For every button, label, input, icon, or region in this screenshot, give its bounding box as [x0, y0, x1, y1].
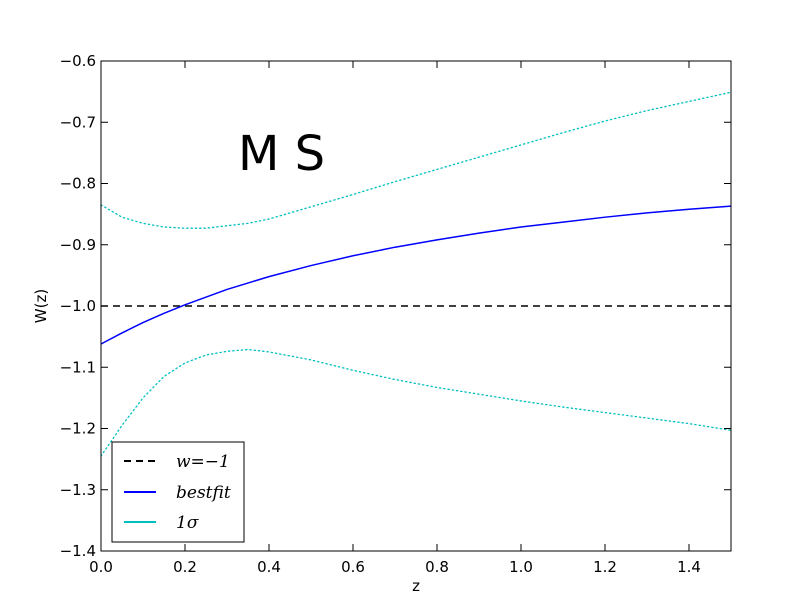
x-tick-label: 0.6 [341, 558, 365, 576]
series-line-3 [100, 348, 732, 457]
y-tick-label: −1.1 [60, 358, 96, 376]
legend-entry-sigma: 1σ [124, 513, 199, 533]
legend-label-bestfit: bestfit [176, 483, 231, 503]
x-tick-label: 0.8 [425, 558, 449, 576]
x-tick-label: 1.4 [677, 558, 701, 576]
plot-frame [100, 60, 732, 552]
y-tick-label: −0.7 [60, 113, 96, 131]
y-tick-label: −1.4 [60, 542, 96, 560]
legend-entry-dashed: w=−1 [124, 452, 230, 472]
x-axis-label: z [412, 577, 420, 595]
series-layer [100, 91, 732, 457]
chart-annotation: M S [238, 126, 325, 182]
x-tick-label: 0.4 [257, 558, 281, 576]
series-line-1 [100, 205, 732, 345]
series-line-2 [100, 91, 732, 229]
y-tick-label: −1.3 [60, 481, 96, 499]
legend-label-sigma: 1σ [176, 513, 199, 533]
y-tick-label: −1.0 [60, 297, 96, 315]
legend-label-dashed: w=−1 [176, 452, 230, 472]
ticks-layer: 0.0 0.2 0.4 0.6 0.8 1.0 1.2 1.4 −0.6 −0.7 −0.8 −0.9… [60, 52, 731, 576]
y-tick-label: −1.2 [60, 420, 96, 438]
y-tick-label: −0.8 [60, 175, 96, 193]
y-axis-label: W(z) [32, 289, 50, 323]
y-tick-label: −0.6 [60, 52, 96, 70]
y-tick-label: −0.9 [60, 236, 96, 254]
legend: w=−1 bestfit 1σ [111, 441, 245, 543]
legend-entry-bestfit: bestfit [124, 483, 231, 503]
x-tick-label: 0.2 [173, 558, 197, 576]
x-tick-label: 1.2 [593, 558, 617, 576]
x-tick-label: 0.0 [89, 558, 113, 576]
x-tick-label: 1.0 [509, 558, 533, 576]
